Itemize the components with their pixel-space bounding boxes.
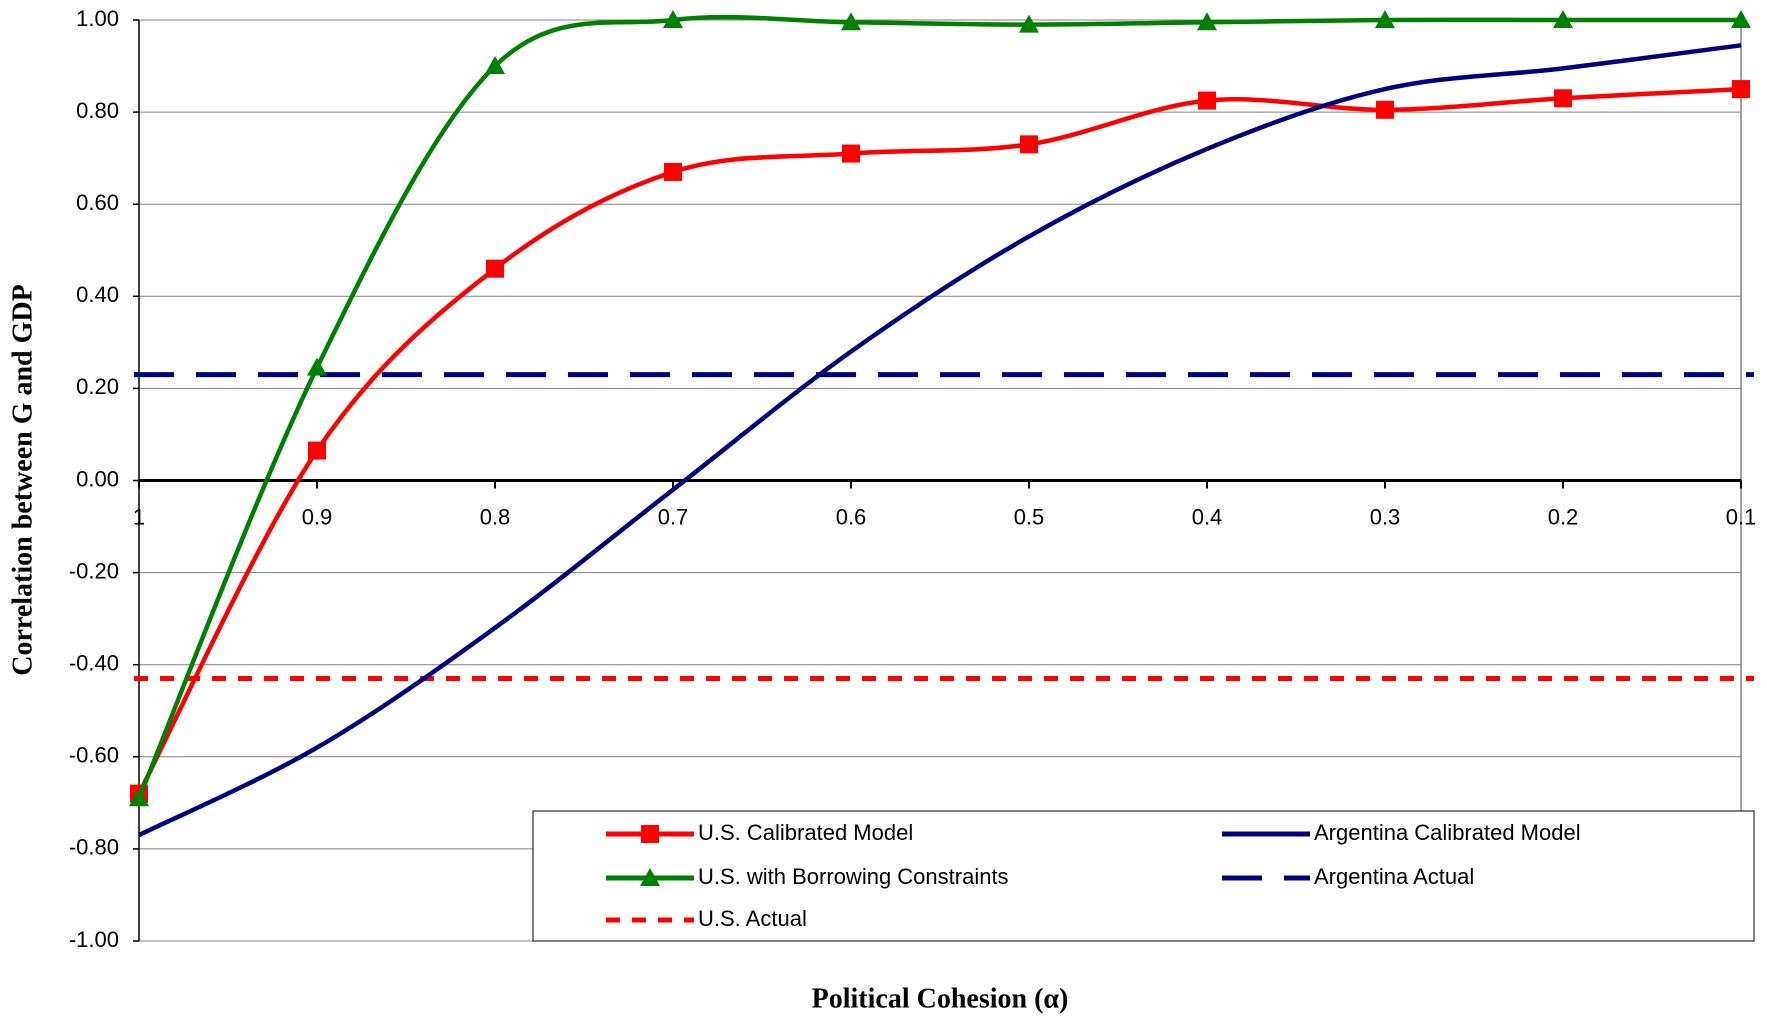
y-tick-label: -0.60 — [69, 743, 119, 768]
marker — [1732, 80, 1750, 99]
y-tick-label: 0.40 — [76, 282, 119, 307]
y-tick-label: 0.80 — [76, 98, 119, 123]
marker — [1375, 10, 1395, 28]
x-tick-label: 0.5 — [1014, 504, 1045, 529]
marker — [307, 357, 327, 376]
marker — [308, 441, 326, 460]
marker — [663, 10, 683, 28]
legend-label: Argentina Calibrated Model — [1314, 820, 1581, 845]
marker — [1554, 89, 1572, 108]
y-tick-label: -1.00 — [69, 927, 119, 952]
y-axis-label: Correlation between G and GDP — [7, 284, 38, 675]
marker — [1019, 14, 1039, 33]
y-tick-label: -0.40 — [69, 651, 119, 676]
marker — [841, 12, 861, 31]
series-line — [138, 43, 1742, 838]
y-tick-label: 0.00 — [76, 466, 119, 491]
marker — [640, 868, 660, 886]
marker — [1198, 91, 1216, 110]
x-tick-label: 0.8 — [480, 504, 511, 529]
x-axis-label: Political Cohesion (α) — [812, 983, 1069, 1014]
marker — [1020, 135, 1038, 154]
x-tick-label: 0.3 — [1370, 504, 1401, 529]
series-line — [136, 14, 1741, 800]
marker — [664, 162, 682, 181]
marker — [641, 825, 659, 843]
x-tick-label: 1 — [133, 504, 145, 529]
y-tick-label: -0.20 — [69, 558, 119, 583]
marker — [485, 56, 505, 75]
x-tick-label: 0.9 — [302, 504, 333, 529]
x-tick-label: 0.2 — [1548, 504, 1579, 529]
marker — [1197, 12, 1217, 31]
y-tick-label: 1.00 — [76, 6, 119, 31]
x-tick-label: 0.1 — [1726, 504, 1757, 529]
y-tick-label: 0.20 — [76, 374, 119, 399]
legend-label: U.S. with Borrowing Constraints — [698, 864, 1009, 889]
y-tick-label: -0.80 — [69, 835, 119, 860]
marker — [1376, 100, 1394, 119]
marker — [486, 259, 504, 278]
legend-label: U.S. Calibrated Model — [698, 820, 913, 845]
x-tick-label: 0.4 — [1192, 504, 1223, 529]
marker — [1553, 10, 1573, 28]
marker — [1731, 10, 1751, 28]
x-tick-label: 0.6 — [836, 504, 867, 529]
x-tick-label: 0.7 — [658, 504, 689, 529]
series-line — [137, 86, 1742, 795]
legend-label: U.S. Actual — [698, 906, 807, 931]
y-tick-label: 0.60 — [76, 190, 119, 215]
marker — [842, 144, 860, 163]
marker — [129, 788, 149, 807]
legend-label: Argentina Actual — [1314, 864, 1474, 889]
legend — [532, 810, 1755, 942]
